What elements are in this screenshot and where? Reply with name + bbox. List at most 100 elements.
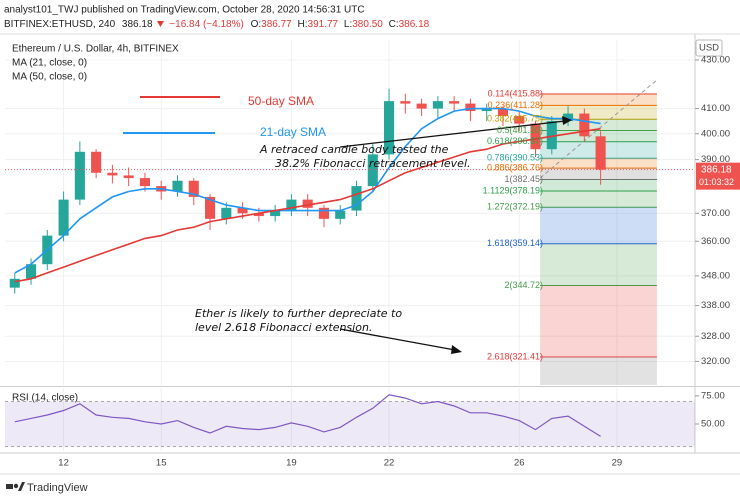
publisher-line: analyst101_TWJ published on TradingView.…	[4, 5, 365, 16]
fib-band	[540, 105, 657, 120]
y-tick-label: 370.00	[701, 208, 730, 219]
fib-label: 2(344.72)	[505, 280, 544, 290]
fib-label: 2.618(321.41)	[487, 351, 543, 361]
chart-title: Ethereum / U.S. Dollar, 4h, BITFINEX	[12, 44, 179, 55]
countdown-label: 01:03:32	[699, 177, 734, 187]
retrace-arrow	[339, 120, 566, 148]
fib-label: 1(382.45)	[505, 174, 544, 184]
candle-body	[253, 213, 264, 217]
fib-label: 0.5(401.30)	[497, 125, 543, 135]
retrace-arrowhead	[562, 116, 572, 125]
moving-average-line	[14, 107, 601, 274]
last-price: 386.18	[122, 19, 153, 30]
price-tag	[696, 162, 740, 190]
candle-body	[514, 116, 525, 124]
rsi-band	[5, 401, 695, 447]
fib-label: 1.1129(378.19)	[483, 185, 543, 195]
ohlc-value: 386.18	[399, 19, 430, 30]
candle-body	[139, 178, 150, 187]
fib-band	[540, 119, 657, 131]
fib-band	[540, 243, 657, 286]
unit-box	[695, 39, 723, 57]
ma21-legend: MA (21, close, 0)	[12, 58, 87, 69]
candle-body	[449, 101, 460, 104]
logo-part	[13, 483, 19, 489]
candle-body	[58, 199, 69, 236]
candle-body	[351, 186, 362, 211]
candle-body	[400, 101, 411, 104]
candle-body	[530, 123, 541, 150]
fib-band	[540, 130, 657, 142]
candle-body	[205, 196, 216, 219]
candle-body	[579, 113, 590, 137]
y-tick-label: 75.00	[701, 390, 725, 401]
candle-body	[318, 207, 330, 219]
candle-body	[221, 207, 232, 219]
y-tick-label: 390.00	[701, 154, 730, 165]
sma50-annotation: 50-day SMA	[248, 94, 314, 108]
candle-body	[481, 108, 492, 112]
fib-label: 0.618(396.87)	[487, 136, 543, 146]
fib-band	[540, 190, 657, 208]
price-tag-label: 386.18	[701, 164, 732, 175]
candle-body	[74, 151, 85, 200]
retrace-annotation: 38.2% Fibonacci retracement level.	[275, 157, 471, 170]
x-tick-label: 26	[514, 458, 525, 469]
fib-label: 0.886(386.76)	[487, 162, 543, 172]
fib-label: 1.618(359.14)	[487, 238, 543, 248]
unit-label: USD	[699, 43, 719, 54]
ohlc-label: H:	[298, 19, 308, 30]
candle-body	[9, 278, 20, 288]
fib-band	[540, 285, 657, 357]
x-tick-label: 15	[156, 458, 167, 469]
fib-tail	[540, 356, 657, 385]
fib-label: 0.236(411.28)	[488, 100, 543, 110]
y-tick-label: 50.00	[701, 419, 725, 430]
fib-label: 0.786(390.53)	[487, 153, 543, 163]
y-tick-label: 328.00	[701, 331, 730, 342]
ohlc-value: 380.50	[352, 19, 383, 30]
fib-trend	[539, 79, 658, 179]
tradingview-logo	[6, 482, 25, 491]
candle-body	[432, 101, 443, 109]
candle-body	[237, 207, 248, 214]
ticker-line: BITFINEX:ETHUSD, 240 386.18 −16.84 (−4.1…	[4, 19, 430, 30]
candle-body	[497, 108, 509, 117]
y-tick-label: 410.00	[701, 103, 730, 114]
x-tick-label: 19	[286, 458, 297, 469]
sma21-annotation: 21-day SMA	[260, 125, 326, 139]
candle-body	[107, 172, 118, 176]
fib-label: 0.114(415.88)	[488, 88, 543, 98]
candle-body	[546, 121, 557, 150]
x-tick-label: 22	[384, 458, 395, 469]
candle-body	[563, 113, 574, 122]
y-tick-label: 360.00	[701, 236, 730, 247]
fib-band	[540, 179, 657, 191]
candle-body	[367, 154, 378, 187]
down-arrow-icon	[156, 21, 164, 27]
fib-band	[540, 168, 657, 180]
logo-part	[18, 482, 25, 491]
logo-part	[6, 484, 13, 489]
y-tick-label: 338.00	[701, 300, 730, 311]
x-tick-label: 29	[612, 458, 623, 469]
candle-body	[465, 103, 476, 112]
ma50-legend: MA (50, close, 0)	[12, 72, 87, 83]
candle-body	[172, 180, 183, 192]
fib-label: 0.382(405.75)	[487, 114, 543, 124]
ohlc-label: C:	[389, 19, 399, 30]
y-tick-label: 430.00	[701, 54, 730, 65]
candle-body	[91, 151, 102, 173]
forecast-arrow	[339, 328, 456, 351]
candle-body	[302, 199, 313, 208]
x-tick-label: 12	[58, 458, 69, 469]
ohlc-label: O:	[251, 19, 262, 30]
candle-body	[595, 136, 606, 170]
candle-body	[416, 103, 427, 109]
forecast-arrowhead	[451, 345, 462, 354]
rsi-title: RSI (14, close)	[12, 393, 78, 404]
fib-band	[540, 94, 657, 106]
forecast-annotation: level 2.618 Fibonacci extension.	[195, 321, 372, 334]
y-tick-label: 320.00	[701, 356, 730, 367]
